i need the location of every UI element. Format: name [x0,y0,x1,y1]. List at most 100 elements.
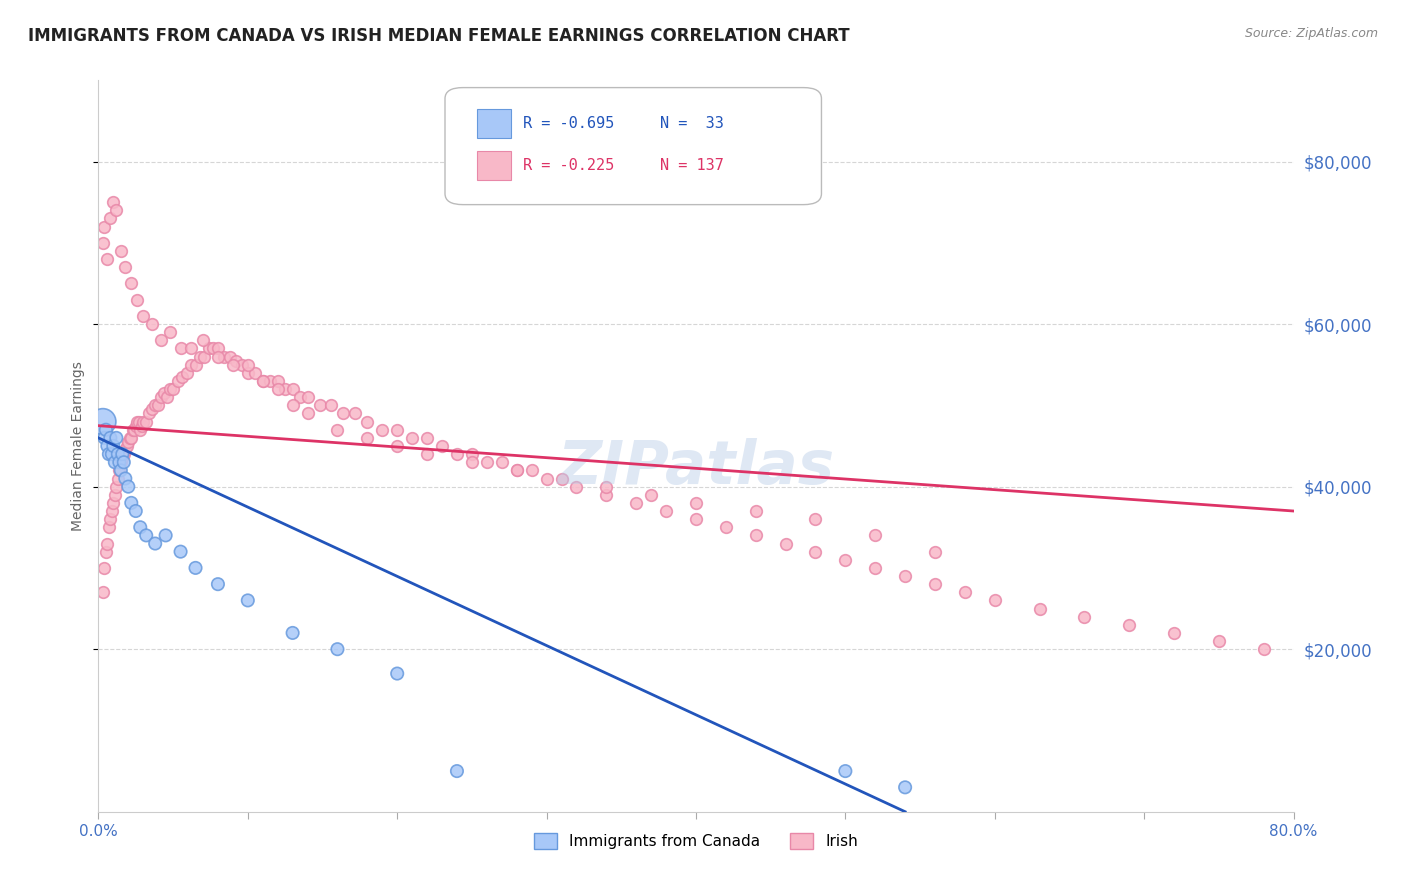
Point [212,350,235,364]
Point [105,480,128,494]
Point [252,374,274,388]
Point [219,350,242,364]
Point [984,593,1007,607]
Point [93,219,115,234]
Point [520,463,543,477]
Point [1163,626,1185,640]
Point [110,455,132,469]
Point [129,423,152,437]
Point [118,431,141,445]
Point [162,382,184,396]
Point [143,398,166,412]
Point [107,447,129,461]
Bar [477,152,510,180]
Point [385,423,409,437]
Point [1118,617,1140,632]
Point [93,561,115,575]
Point [172,370,194,384]
Point [91,585,114,599]
Point [150,390,173,404]
Bar [477,109,510,138]
Text: R = -0.225: R = -0.225 [523,159,614,173]
Point [865,528,887,542]
Point [281,626,304,640]
Point [117,480,139,494]
Point [236,366,259,380]
Point [120,496,142,510]
Point [894,569,917,583]
Point [281,398,304,412]
Point [121,423,143,437]
Point [236,593,259,607]
Point [143,536,166,550]
Point [141,317,163,331]
Point [98,211,122,226]
Point [655,504,678,518]
Point [804,512,827,526]
Point [259,374,281,388]
Point [202,342,225,356]
Point [125,504,148,518]
Point [326,642,349,657]
Point [865,561,887,575]
Point [461,455,484,469]
Point [159,382,181,396]
Point [281,382,304,396]
Point [595,480,617,494]
Point [924,577,946,591]
Point [112,447,135,461]
Point [222,358,245,372]
Point [180,342,202,356]
Point [132,309,155,323]
Point [159,325,181,339]
Point [274,382,297,396]
Point [103,496,125,510]
Text: ZIPatlas: ZIPatlas [557,439,835,498]
Point [385,439,409,453]
Point [115,439,138,453]
Point [446,764,468,778]
Point [155,528,177,542]
Point [430,439,453,453]
Legend: Immigrants from Canada, Irish: Immigrants from Canada, Irish [527,827,865,855]
Point [491,455,513,469]
Point [150,334,173,348]
Text: Source: ZipAtlas.com: Source: ZipAtlas.com [1244,27,1378,40]
Point [288,390,311,404]
Point [894,780,917,795]
Point [685,496,707,510]
Point [804,544,827,558]
Point [110,463,132,477]
Point [93,431,115,445]
Y-axis label: Median Female Earnings: Median Female Earnings [70,361,84,531]
Point [332,407,354,421]
Point [401,431,423,445]
Point [180,358,202,372]
Point [344,407,367,421]
Point [297,407,319,421]
Point [184,358,207,372]
Point [114,260,136,275]
Point [550,471,572,485]
Point [114,443,136,458]
Point [193,350,215,364]
Point [97,520,120,534]
Point [105,431,128,445]
Text: N =  33: N = 33 [661,116,724,131]
Point [745,504,768,518]
Point [685,512,707,526]
Point [111,447,134,461]
Point [714,520,737,534]
Point [1208,634,1230,648]
Point [416,431,439,445]
Point [125,418,148,433]
Text: R = -0.695: R = -0.695 [523,116,614,131]
Point [188,350,211,364]
Point [207,350,229,364]
Point [96,439,118,453]
Point [1028,601,1050,615]
Point [127,415,149,429]
Text: N = 137: N = 137 [661,159,724,173]
Point [356,415,378,429]
Point [461,447,484,461]
